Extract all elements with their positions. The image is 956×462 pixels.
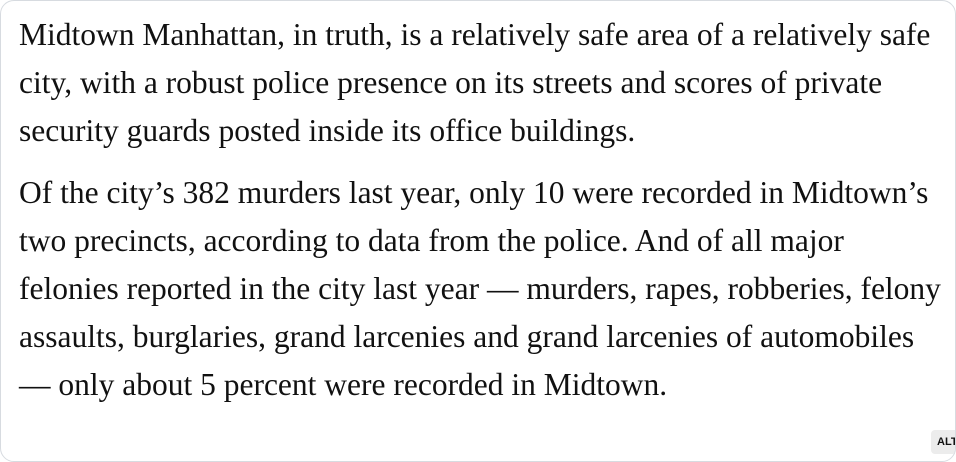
paragraph-crime-statistics: Of the city’s 382 murders last year, onl…: [19, 175, 941, 402]
alt-text-badge[interactable]: ALT: [931, 430, 955, 454]
article-excerpt: Midtown Manhattan, in truth, is a relati…: [19, 11, 949, 409]
paragraph-midtown-safety: Midtown Manhattan, in truth, is a relati…: [19, 17, 931, 148]
